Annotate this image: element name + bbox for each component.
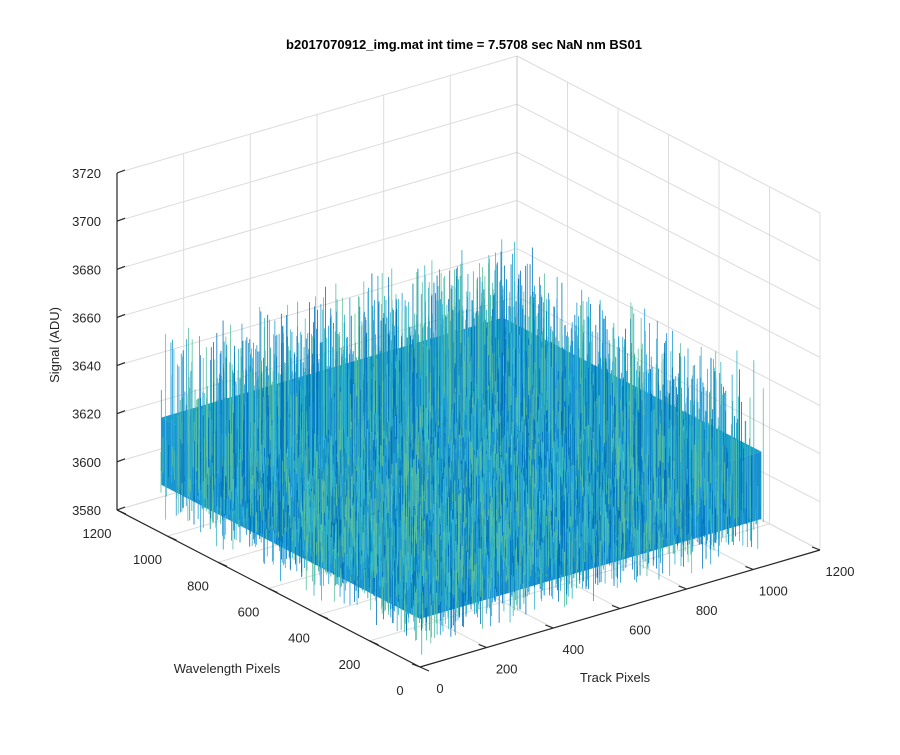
- chart-title: b2017070912_img.mat int time = 7.5708 se…: [286, 37, 642, 52]
- surface: [161, 239, 763, 654]
